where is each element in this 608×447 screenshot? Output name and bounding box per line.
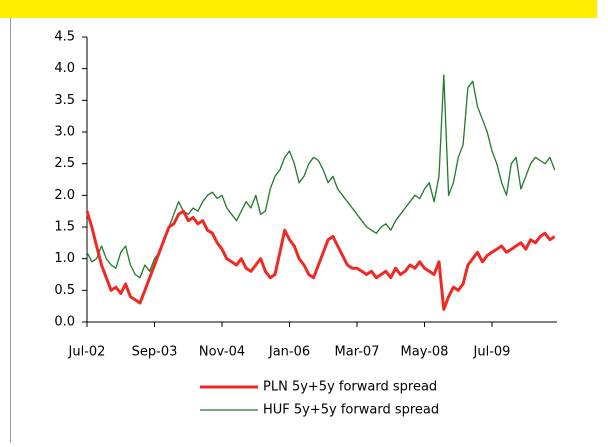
y-tick-label: 4.5 bbox=[54, 30, 75, 45]
y-tick-label: 1.0 bbox=[54, 251, 75, 266]
y-tick-label: 2.0 bbox=[54, 188, 75, 203]
x-tick-label: Jul-02 bbox=[68, 345, 106, 360]
y-tick-label: 1.5 bbox=[54, 220, 75, 235]
x-tick-label: Jul-09 bbox=[473, 345, 511, 360]
y-tick-label: 2.5 bbox=[54, 156, 75, 171]
x-tick-label: May-08 bbox=[401, 345, 449, 360]
y-tick-label: 3.5 bbox=[54, 93, 75, 108]
y-tick-label: 4.0 bbox=[54, 61, 75, 76]
legend-label: PLN 5y+5y forward spread bbox=[263, 380, 437, 395]
legend-label: HUF 5y+5y forward spread bbox=[263, 403, 439, 418]
series-line bbox=[86, 74, 556, 279]
series-line bbox=[85, 209, 556, 311]
x-tick-label: Mar-07 bbox=[335, 345, 380, 360]
header-bar bbox=[0, 0, 597, 18]
x-tick-label: Sep-03 bbox=[132, 345, 178, 360]
y-tick-label: 3.0 bbox=[54, 125, 75, 140]
y-tick-label: 0.0 bbox=[54, 315, 75, 330]
x-tick-label: Jan-06 bbox=[268, 345, 310, 360]
y-tick-label: 0.5 bbox=[54, 283, 75, 298]
x-tick-label: Nov-04 bbox=[199, 345, 245, 360]
